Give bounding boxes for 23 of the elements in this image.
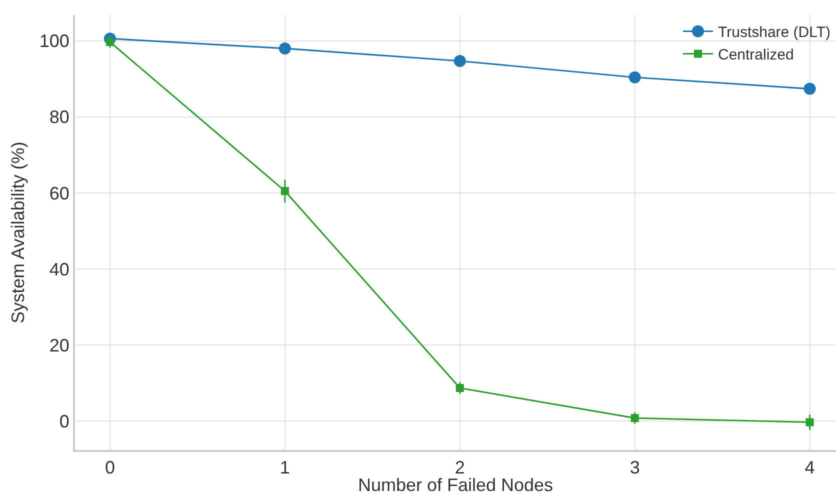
y-axis-title: System Availability (%): [8, 142, 28, 324]
point: [456, 384, 464, 392]
point: [280, 187, 289, 196]
point: [278, 42, 291, 54]
point: [804, 82, 816, 95]
point: [630, 414, 639, 422]
point: [628, 71, 641, 84]
legend-label: Trustshare (DLT): [718, 24, 831, 42]
point: [454, 55, 466, 68]
y-tick-label: 20: [49, 335, 70, 356]
point: [806, 418, 814, 426]
x-tick-label: 2: [454, 458, 465, 478]
x-tick-label: 0: [104, 458, 115, 478]
x-axis-title: Number of Failed Nodes: [358, 475, 554, 495]
y-tick-label: 40: [49, 259, 70, 280]
x-tick-label: 1: [280, 458, 290, 478]
y-tick-label: 60: [49, 183, 70, 204]
y-tick-label: 100: [39, 31, 70, 52]
y-tick-label: 0: [59, 411, 70, 432]
x-tick-label: 4: [804, 458, 815, 478]
x-tick-label: 3: [630, 458, 640, 478]
y-tick-label: 80: [49, 107, 70, 128]
legend-label: Centralized: [718, 46, 794, 64]
